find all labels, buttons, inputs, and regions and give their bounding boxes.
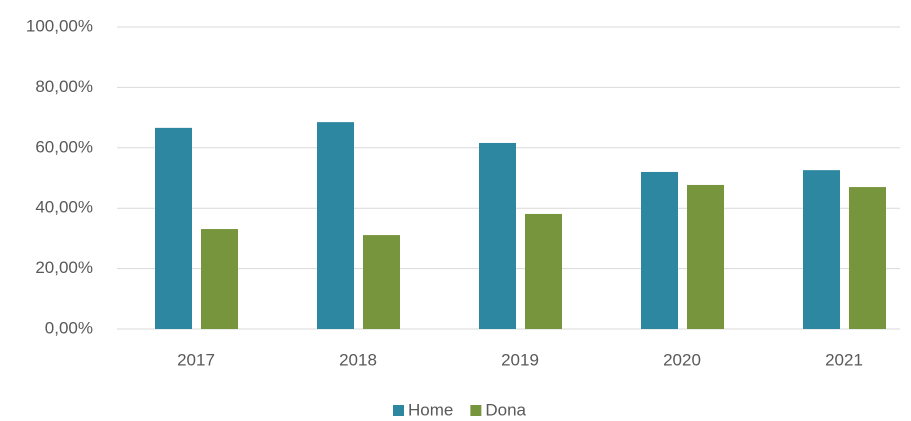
y-tick-label: 40,00%: [35, 198, 93, 217]
bar: [363, 235, 400, 329]
bar: [479, 142, 516, 329]
x-tick-label: 2019: [501, 350, 539, 369]
bar: [849, 187, 886, 329]
bar: [525, 213, 562, 329]
y-tick-label: 20,00%: [35, 258, 93, 277]
y-tick-label: 100,00%: [26, 16, 93, 35]
bar: [317, 122, 354, 329]
legend-label: Home: [408, 400, 453, 419]
bar: [803, 170, 840, 329]
x-tick-label: 2021: [825, 350, 863, 369]
bar: [641, 171, 678, 329]
y-tick-label: 60,00%: [35, 137, 93, 156]
y-tick-label: 80,00%: [35, 77, 93, 96]
x-tick-label: 2020: [663, 350, 701, 369]
bar: [155, 127, 192, 329]
x-tick-label: 2017: [177, 350, 215, 369]
bar: [201, 229, 238, 329]
legend-swatch: [470, 405, 482, 416]
legend-label: Dona: [485, 400, 526, 419]
legend-swatch: [393, 405, 404, 416]
y-tick-label: 0,00%: [45, 318, 93, 337]
bar: [687, 184, 724, 329]
x-tick-label: 2018: [339, 350, 377, 369]
